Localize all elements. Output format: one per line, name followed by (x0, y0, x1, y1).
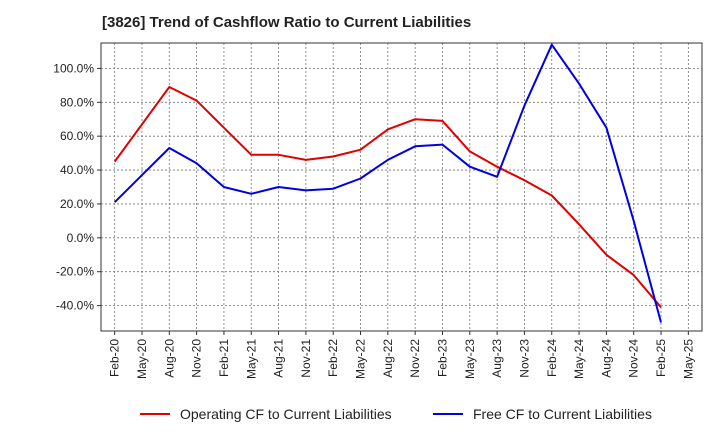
x-tick-label: Nov-22 (408, 339, 422, 378)
x-tick-label: May-22 (354, 339, 368, 379)
x-tick-label: Aug-23 (490, 339, 504, 378)
x-tick-label: Feb-25 (654, 339, 668, 377)
x-axis: Feb-20 May-20 Aug-20 Nov-20 Feb-21 May-21 Aug-… (108, 331, 695, 379)
x-tick-label: Nov-24 (627, 339, 641, 378)
grid-lines (101, 43, 702, 331)
x-tick-label: Nov-20 (190, 339, 204, 378)
x-tick-label: Aug-22 (381, 339, 395, 378)
y-axis: 100.0% 80.0% 60.0% 40.0% 20.0% 0.0% -20.0% -40.… (53, 61, 101, 313)
series-line (113, 43, 662, 323)
chart-title: [3826] Trend of Cashflow Ratio to Curren… (102, 14, 472, 31)
y-tick-label: -40.0% (56, 299, 94, 313)
x-tick-label: Nov-23 (517, 339, 531, 378)
y-tick-label: 0.0% (67, 231, 95, 245)
x-tick-label: May-20 (135, 339, 149, 379)
legend-label: Free CF to Current Liabilities (473, 406, 652, 422)
x-tick-label: Aug-21 (272, 339, 286, 378)
y-tick-label: 80.0% (60, 95, 94, 109)
x-tick-label: May-23 (463, 339, 477, 379)
y-tick-label: 40.0% (60, 163, 94, 177)
y-tick-label: 60.0% (60, 129, 94, 143)
x-tick-label: Aug-20 (162, 339, 176, 378)
x-tick-label: May-24 (572, 339, 586, 379)
y-tick-label: -20.0% (56, 265, 94, 279)
x-tick-label: Feb-24 (545, 339, 559, 377)
legend-label: Operating CF to Current Liabilities (180, 406, 392, 422)
x-tick-label: May-25 (681, 339, 695, 379)
y-tick-label: 20.0% (60, 197, 94, 211)
x-tick-label: Feb-20 (108, 339, 122, 377)
x-tick-label: Nov-21 (299, 339, 313, 378)
series-lines (113, 43, 662, 323)
x-tick-label: Feb-21 (217, 339, 231, 377)
x-tick-label: Feb-22 (326, 339, 340, 377)
y-tick-label: 100.0% (53, 61, 94, 75)
x-tick-label: Feb-23 (435, 339, 449, 377)
x-tick-label: May-21 (244, 339, 258, 379)
series-line (113, 86, 662, 308)
x-tick-label: Aug-24 (599, 339, 613, 378)
legend: Operating CF to Current Liabilities Free … (140, 406, 652, 422)
plot-frame (100, 42, 703, 332)
